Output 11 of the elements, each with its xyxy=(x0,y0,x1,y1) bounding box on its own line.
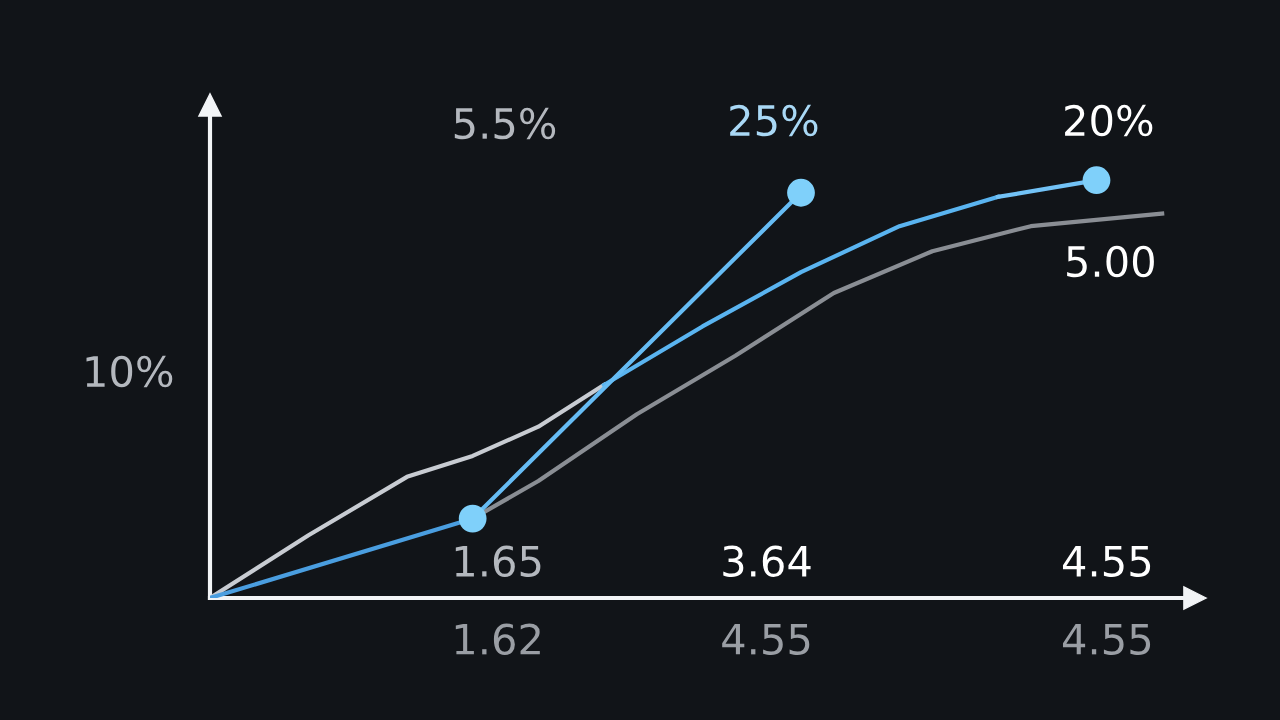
text: 1.62 xyxy=(455,623,540,655)
text: 4.55 xyxy=(1062,623,1151,655)
text: 10% xyxy=(86,355,173,388)
annotation: 3.64 xyxy=(723,545,811,578)
annotation: 1.65 xyxy=(455,545,541,578)
text: 25% xyxy=(730,104,818,137)
annotation: 5.00 xyxy=(1067,245,1154,278)
annotation: 4.55 xyxy=(1062,546,1151,578)
text: 20% xyxy=(1065,104,1153,137)
text: 4.55 xyxy=(722,623,810,655)
text: 5.5% xyxy=(454,107,556,140)
